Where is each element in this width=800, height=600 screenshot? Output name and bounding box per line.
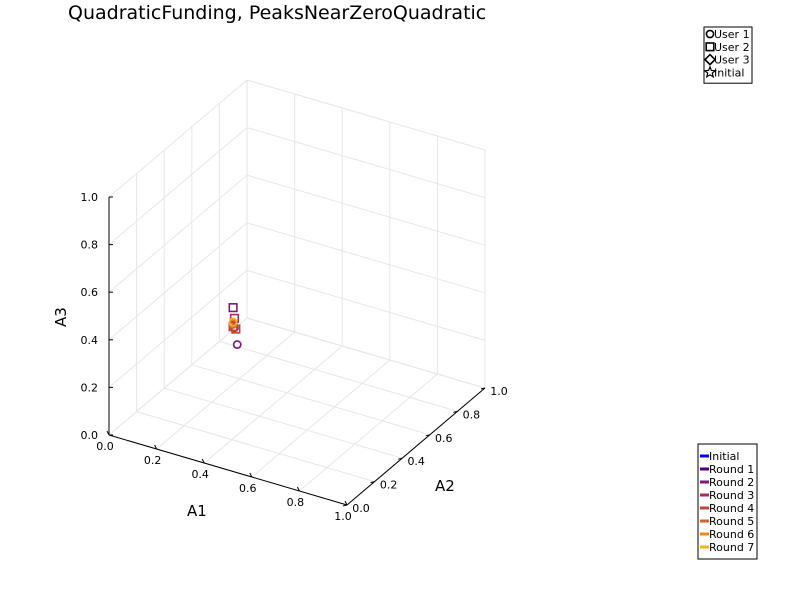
x-tick-label: 0.8 [287, 496, 305, 509]
legend-label: User 1 [714, 28, 750, 41]
legend-label: Round 7 [709, 541, 754, 554]
y-axis-line [346, 387, 486, 506]
legend-label: Round 2 [709, 476, 754, 489]
y-tick-mark [453, 410, 458, 413]
legend-marker [705, 29, 715, 39]
data-points [228, 303, 242, 349]
grid-line [246, 317, 486, 389]
y-tick-label: 0.8 [463, 408, 481, 421]
y-axis-title: A2 [435, 477, 455, 495]
y-tick-mark [480, 387, 486, 390]
z-tick-label: 0.2 [81, 381, 99, 394]
grid-line [246, 269, 486, 341]
x-tick-mark [296, 486, 300, 492]
legend-label: User 3 [714, 54, 750, 67]
grid-line [203, 345, 343, 464]
data-point [228, 322, 238, 332]
chart-title: QuadraticFunding, PeaksNearZeroQuadratic [68, 2, 486, 24]
y-tick-label: 0.6 [435, 432, 453, 445]
legend-label: User 2 [714, 41, 750, 54]
grid-line [219, 340, 458, 412]
grid-line [246, 174, 486, 246]
x-tick-label: 0.2 [144, 454, 162, 467]
grid-line [164, 387, 403, 459]
data-point [228, 317, 238, 327]
grid-line [246, 79, 486, 151]
legend-label: Initial [709, 450, 739, 463]
z-tick-label: 0.8 [81, 239, 99, 252]
x-tick-mark [154, 444, 158, 450]
legend-label: Round 4 [709, 502, 754, 515]
grid-line [108, 174, 248, 293]
legend-label: Round 3 [709, 489, 754, 502]
y-tick-mark [370, 481, 375, 484]
data-point [232, 340, 242, 349]
grid-line [299, 373, 438, 492]
y-tick-mark [342, 504, 348, 507]
x-tick-label: 0.6 [239, 482, 257, 495]
y-tick-label: 0.4 [407, 455, 425, 468]
axes [106, 196, 486, 507]
x-tick-label: 1.0 [334, 510, 352, 523]
grid-line [156, 331, 295, 450]
legend-label: Round 1 [709, 463, 754, 476]
x-axis-title: A1 [187, 502, 207, 520]
legend-label: Round 5 [709, 515, 754, 528]
x-tick-mark [106, 430, 110, 436]
grid-line [108, 270, 248, 388]
x-tick-label: 0.0 [96, 440, 114, 453]
z-tick-label: 0.4 [81, 334, 99, 347]
z-tick-label: 0.6 [81, 286, 99, 299]
legend-marker [703, 65, 717, 79]
y-tick-label: 1.0 [490, 385, 508, 398]
grid-line [108, 79, 248, 198]
legend-marker [703, 53, 717, 66]
grid-line [246, 127, 486, 199]
grid-lines [108, 79, 486, 506]
x-tick-label: 0.4 [191, 468, 209, 481]
round-legend-box [697, 443, 758, 560]
grid-line [108, 317, 248, 436]
grid-line [251, 359, 391, 478]
grid-line [108, 127, 248, 245]
grid-line [136, 411, 375, 483]
z-tick-label: 1.0 [81, 191, 99, 204]
y-tick-label: 0.2 [380, 479, 398, 492]
tick-labels: 0.00.00.00.20.20.20.40.40.40.60.60.60.80… [81, 191, 508, 523]
legend-label: Round 6 [709, 528, 754, 541]
z-tick-label: 0.0 [81, 429, 99, 442]
x-tick-mark [201, 458, 205, 464]
grid-line [246, 222, 486, 294]
x-tick-mark [249, 472, 253, 478]
x-axis-line [108, 434, 348, 506]
z-axis-title: A3 [52, 307, 70, 327]
grid-line [108, 222, 248, 341]
data-point [228, 303, 238, 313]
legend-label: Initial [714, 66, 744, 79]
y-tick-mark [425, 434, 430, 437]
y-tick-label: 0.0 [352, 502, 370, 515]
x-tick-mark [344, 500, 348, 506]
grid-line [191, 364, 430, 436]
y-tick-mark [398, 457, 403, 460]
legend-marker [705, 42, 715, 52]
